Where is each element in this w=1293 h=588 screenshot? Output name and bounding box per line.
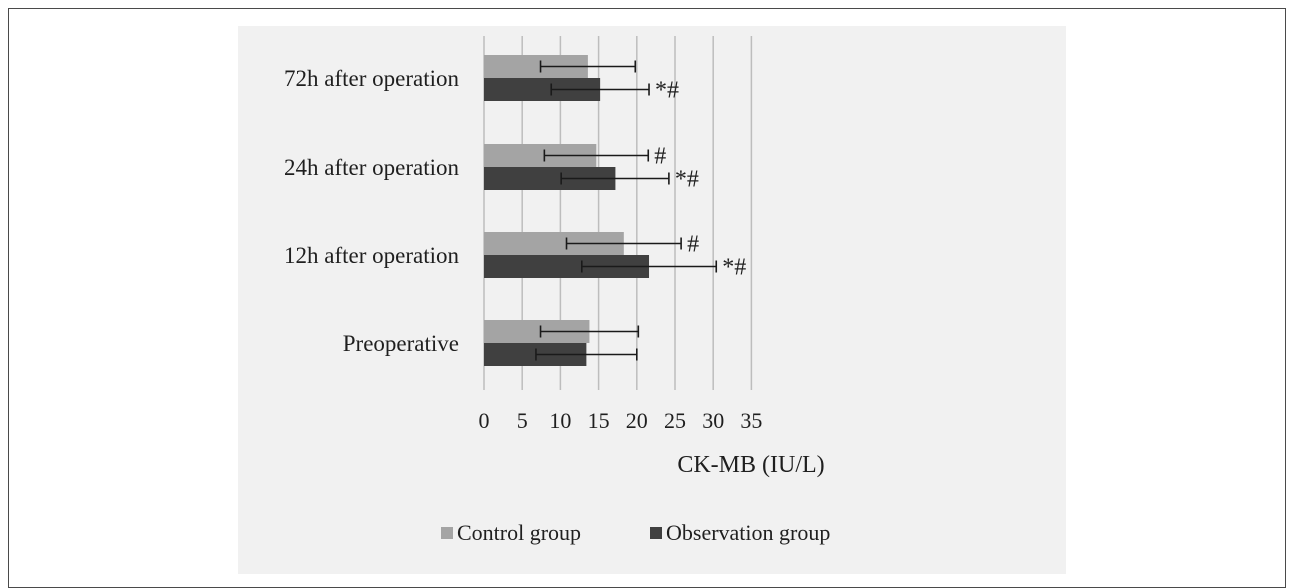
legend-swatch — [441, 527, 453, 539]
legend-label: Observation group — [666, 520, 830, 545]
bar-control — [484, 232, 624, 255]
legend-label: Control group — [457, 520, 581, 545]
x-tick-label: 20 — [626, 408, 648, 433]
category-label: 12h after operation — [284, 243, 459, 268]
x-axis-title: CK-MB (IU/L) — [677, 452, 824, 478]
bar-control — [484, 320, 590, 343]
x-tick-label: 0 — [479, 408, 490, 433]
bar-observation — [484, 167, 616, 190]
ckmb-bar-chart: 0 5 10 15 20 25 30 35 72h after operation *# 24h a… — [284, 36, 830, 545]
x-tick-label: 30 — [702, 408, 724, 433]
category-label: Preoperative — [343, 331, 459, 356]
x-tick-label: 25 — [664, 408, 686, 433]
chart-background — [238, 26, 1066, 574]
significance-marker: *# — [722, 255, 746, 281]
category-label: 72h after operation — [284, 66, 459, 91]
x-tick-label: 10 — [549, 408, 571, 433]
legend-swatch — [650, 527, 662, 539]
bar-control — [484, 144, 597, 167]
bar-observation — [484, 78, 601, 101]
x-tick-label: 15 — [588, 408, 610, 433]
bar-control — [484, 55, 588, 78]
significance-marker: *# — [675, 167, 699, 193]
significance-marker: # — [654, 144, 666, 170]
significance-marker: # — [687, 232, 699, 258]
significance-marker: *# — [655, 78, 679, 104]
x-tick-label: 5 — [517, 408, 528, 433]
category-label: 24h after operation — [284, 155, 459, 180]
bar-observation — [484, 255, 650, 278]
x-tick-label: 35 — [740, 408, 762, 433]
